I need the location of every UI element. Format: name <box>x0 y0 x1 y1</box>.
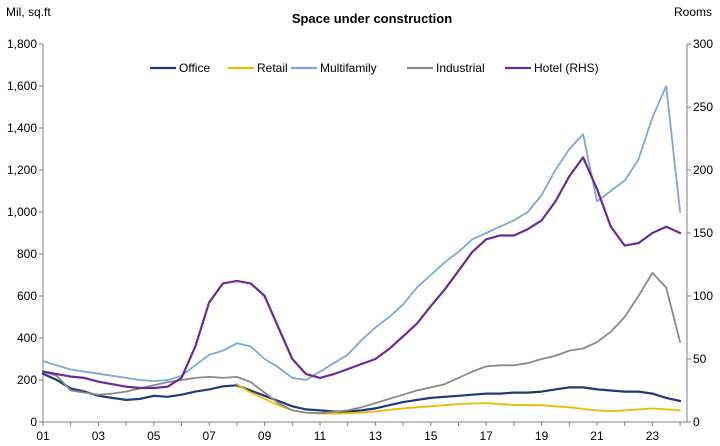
y-right-tick-label: 250 <box>693 100 713 114</box>
y-right-tick-label: 300 <box>693 37 713 51</box>
y-axis-right-title: Rooms <box>674 5 712 19</box>
y-left-tick-label: 0 <box>30 415 37 429</box>
x-axis: 01 03 05 07 09 11 13 15 17 19 21 23 <box>36 422 681 443</box>
y-left-tick-label: 400 <box>17 331 37 345</box>
legend-label-industrial: Industrial <box>436 61 485 75</box>
x-tick-label: 13 <box>369 429 383 443</box>
y-axis-right: 0 50 100 150 200 250 300 <box>687 37 713 429</box>
legend-label-office: Office <box>179 61 210 75</box>
series-line-multifamily <box>42 85 681 383</box>
series-line-industrial <box>42 271 681 415</box>
x-tick-label: 09 <box>258 429 272 443</box>
legend: Office Retail Multifamily Industrial Hotel (… <box>150 61 599 75</box>
y-right-tick-label: 0 <box>693 415 700 429</box>
series-line-office <box>41 372 682 413</box>
y-right-tick-label: 100 <box>693 289 713 303</box>
legend-label-hotel: Hotel (RHS) <box>534 61 599 75</box>
y-right-tick-label: 50 <box>693 352 707 366</box>
y-left-tick-label: 1,000 <box>7 205 37 219</box>
x-tick-label: 17 <box>480 429 494 443</box>
x-tick-label: 19 <box>535 429 549 443</box>
y-left-tick-label: 1,600 <box>7 79 37 93</box>
y-left-tick-label: 800 <box>17 247 37 261</box>
x-tick-label: 01 <box>36 429 50 443</box>
series-group <box>41 85 682 415</box>
y-left-tick-label: 1,400 <box>7 121 37 135</box>
x-tick-label: 05 <box>147 429 161 443</box>
x-tick-label: 23 <box>646 429 660 443</box>
y-left-tick-label: 1,800 <box>7 37 37 51</box>
x-tick-label: 03 <box>92 429 106 443</box>
x-tick-label: 11 <box>314 429 327 443</box>
y-left-tick-label: 1,200 <box>7 163 37 177</box>
y-axis-left-title: Mil, sq.ft <box>6 5 51 19</box>
x-tick-label: 21 <box>590 429 604 443</box>
legend-label-retail: Retail <box>257 61 288 75</box>
y-axis-left: 0 200 400 600 800 1,000 1,200 1,400 1,600 1,800 <box>7 37 43 429</box>
plot-area <box>42 44 688 423</box>
x-tick-label: 07 <box>203 429 217 443</box>
y-left-tick-label: 200 <box>17 373 37 387</box>
y-left-tick-label: 600 <box>17 289 37 303</box>
x-tick-label: 15 <box>424 429 438 443</box>
chart-title: Space under construction <box>292 11 452 26</box>
legend-label-multifamily: Multifamily <box>320 61 377 75</box>
y-right-tick-label: 150 <box>693 226 713 240</box>
series-line-hotel <box>41 156 682 390</box>
y-right-tick-label: 200 <box>693 163 713 177</box>
